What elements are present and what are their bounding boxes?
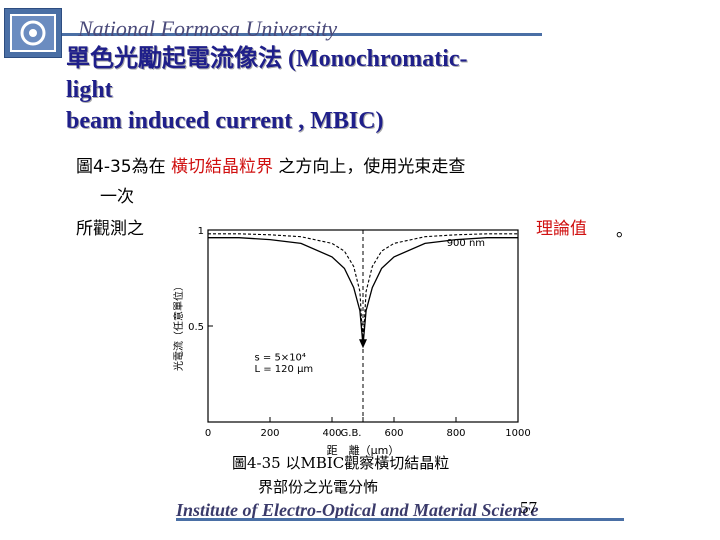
x-tick-label: 1000	[505, 428, 530, 439]
body-line-3-suffix: 。	[616, 221, 633, 241]
university-logo	[4, 8, 62, 58]
title-line-1: 單色光勵起電流像法 (Monochromatic-	[66, 46, 468, 72]
y-tick-label: 1	[198, 226, 204, 237]
x-tick-label: 400	[322, 428, 341, 439]
body-line-2: 一次	[100, 187, 134, 207]
x-tick-label: 800	[446, 428, 465, 439]
x-axis-label: 距 離（μm）	[327, 443, 400, 457]
x-tick-label: 0	[205, 428, 211, 439]
y-tick-label: 0.5	[188, 322, 204, 333]
body-line-3-highlight: 理論值	[536, 219, 587, 239]
annotation-s: s = 5×10⁴	[255, 353, 306, 364]
header-rule	[62, 33, 542, 36]
institute-name: Institute of Electro-Optical and Materia…	[176, 500, 539, 520]
figure-caption-line-1: 圖4-35 以MBIC觀察橫切結晶粒	[232, 454, 450, 472]
mbic-chart: 0 200 400 G.B. 600 800 1000 0.5 1 900 nm s = 5×10⁴…	[168, 222, 538, 462]
footer-rule	[176, 518, 624, 521]
minimum-marker	[359, 339, 367, 349]
annotation-L: L = 120 μm	[255, 364, 314, 375]
annotation-wavelength: 900 nm	[447, 238, 485, 249]
body-line-1-highlight: 橫切結晶粒界	[171, 157, 273, 177]
title-line-2: light	[66, 77, 113, 103]
slide-title: 單色光勵起電流像法 (Monochromatic- light beam ind…	[66, 44, 468, 137]
body-line-1: 圖4-35為在 橫切結晶粒界 之方向上，使用光束走查	[76, 152, 465, 177]
body-line-1-prefix: 圖4-35為在	[76, 157, 171, 177]
body-line-1-suffix: 之方向上，使用光束走查	[273, 157, 466, 177]
university-name: National Formosa University	[78, 16, 338, 41]
x-tick-label: 600	[384, 428, 403, 439]
y-axis-label: 光電流（任意單位）	[172, 281, 185, 371]
body-line-3-prefix: 所觀測之	[76, 219, 144, 239]
title-line-3: beam induced current , MBIC)	[66, 108, 384, 134]
figure-caption-line-2: 界部份之光電分怖	[258, 478, 379, 496]
page-number: 57	[520, 498, 537, 517]
x-tick-label: 200	[260, 428, 279, 439]
x-tick-label: G.B.	[341, 428, 362, 439]
logo-icon	[10, 14, 56, 52]
